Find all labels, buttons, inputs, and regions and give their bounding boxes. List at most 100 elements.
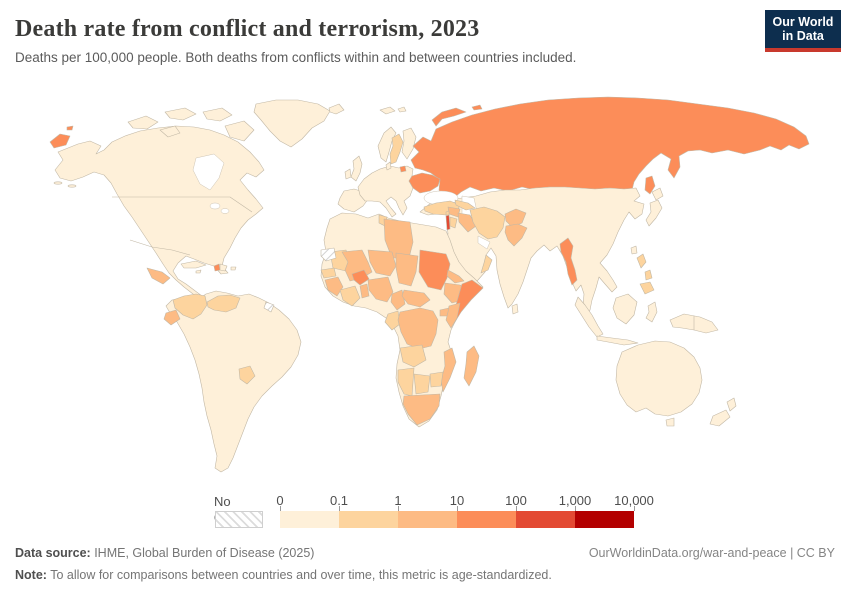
region-australia[interactable] [615, 340, 703, 417]
us-mexico-border [129, 239, 191, 256]
region-venezuela[interactable] [206, 294, 241, 313]
region-taiwan [630, 245, 638, 255]
aleutian-islands [53, 181, 63, 185]
us-canada-border [112, 196, 253, 213]
legend-tick-mark [457, 506, 458, 511]
region-europe-mainland[interactable] [357, 165, 414, 218]
region-iceland[interactable] [328, 103, 345, 115]
region-israel-palestine[interactable] [445, 214, 451, 231]
region-french-guiana[interactable] [263, 301, 275, 313]
region-myanmar[interactable] [559, 237, 578, 286]
region-sri-lanka [511, 303, 519, 315]
owid-logo-line1: Our World [772, 15, 834, 29]
region-new-zealand[interactable] [709, 409, 731, 427]
legend-tick-label: 10 [449, 493, 465, 508]
region-drc[interactable] [397, 307, 439, 350]
legend-tick-mark [339, 506, 340, 511]
footer-link[interactable]: OurWorldinData.org/war-and-peace | CC BY [588, 546, 835, 560]
region-philippines[interactable] [639, 281, 655, 295]
region-sweden[interactable] [389, 133, 404, 165]
arctic-island [159, 125, 181, 138]
legend-tick-label: 0.1 [329, 493, 349, 508]
region-indonesia-sulawesi[interactable] [645, 301, 658, 323]
region-botswana [413, 373, 431, 395]
legend-bin-2[interactable] [398, 511, 457, 528]
footer-source-text: IHME, Global Burden of Disease (2025) [90, 546, 315, 560]
region-nigeria[interactable] [367, 276, 394, 303]
legend-tick-label: 10,000 [614, 493, 654, 508]
footer-note-text: To allow for comparisons between countri… [46, 568, 552, 582]
owid-logo[interactable]: Our World in Data [765, 10, 841, 52]
region-eritrea [446, 269, 465, 284]
legend-tick-mark [634, 506, 635, 511]
region-svalbard [379, 106, 396, 115]
region-paraguay[interactable] [238, 365, 256, 385]
region-ivory-coast-ghana [339, 285, 361, 307]
region-colombia[interactable] [172, 293, 208, 320]
legend-bin-1[interactable] [339, 511, 398, 528]
region-japan[interactable] [645, 199, 663, 227]
region-sakhalin [644, 175, 656, 195]
region-mozambique[interactable] [440, 347, 457, 393]
page-title: Death rate from conflict and terrorism, … [15, 16, 480, 42]
region-indonesia-sumatra[interactable] [574, 296, 604, 338]
region-japan[interactable] [651, 187, 664, 201]
region-angola[interactable] [399, 344, 427, 368]
region-south-america[interactable] [165, 290, 302, 473]
region-oman[interactable] [480, 254, 493, 274]
legend-tick-mark [575, 506, 576, 511]
region-cuba[interactable] [180, 260, 207, 269]
legend-bin-0[interactable] [280, 511, 339, 528]
region-ireland[interactable] [344, 168, 352, 180]
region-uk[interactable] [350, 155, 363, 182]
region-madagascar[interactable] [463, 345, 480, 387]
region-central-america[interactable] [146, 267, 171, 285]
region-jordan[interactable] [449, 216, 458, 229]
hudson-bay [192, 153, 225, 191]
region-burkina-faso[interactable] [351, 269, 370, 286]
region-ukraine[interactable] [408, 172, 441, 194]
legend-tick-mark [280, 506, 281, 511]
region-philippines[interactable] [636, 253, 647, 269]
persian-gulf [477, 235, 491, 250]
legend-bin-3[interactable] [457, 511, 516, 528]
region-somalia[interactable] [453, 279, 484, 323]
region-novaya-zemlya [431, 107, 467, 127]
region-ecuador[interactable] [163, 309, 181, 326]
region-kenya[interactable] [445, 302, 461, 329]
region-cameroon[interactable] [390, 289, 406, 311]
region-philippines[interactable] [644, 269, 653, 281]
region-central-african-republic[interactable] [401, 289, 431, 308]
region-dominican-republic[interactable] [219, 263, 228, 272]
region-namibia [397, 367, 415, 397]
legend-no-data-swatch[interactable] [215, 511, 263, 528]
region-wrangel-island [66, 125, 74, 131]
region-indonesia-java[interactable] [596, 335, 639, 346]
legend-tick-label: 1 [394, 493, 402, 508]
region-russia-chukotka [49, 133, 71, 149]
legend-bin-5[interactable] [575, 511, 634, 528]
region-norway[interactable] [377, 126, 397, 163]
region-puerto-rico [230, 266, 237, 271]
region-western-sahara[interactable] [320, 247, 337, 262]
region-zimbabwe [429, 371, 444, 388]
region-pakistan[interactable] [504, 223, 528, 247]
region-sudan[interactable] [418, 249, 451, 291]
region-iran[interactable] [469, 206, 506, 240]
region-new-zealand[interactable] [726, 397, 737, 412]
region-south-africa[interactable] [402, 393, 441, 426]
legend-bin-4[interactable] [516, 511, 575, 528]
arctic-island-baffin [224, 120, 255, 142]
region-greenland[interactable] [253, 99, 331, 148]
region-tasmania [665, 417, 675, 427]
region-afghanistan[interactable] [504, 208, 527, 228]
region-iraq[interactable] [457, 212, 477, 233]
region-finland[interactable] [401, 127, 417, 160]
region-senegal [320, 267, 337, 279]
region-chad[interactable] [395, 252, 419, 287]
region-russia[interactable] [410, 96, 810, 202]
region-indonesia-borneo[interactable] [612, 293, 638, 325]
region-niger[interactable] [367, 249, 397, 277]
